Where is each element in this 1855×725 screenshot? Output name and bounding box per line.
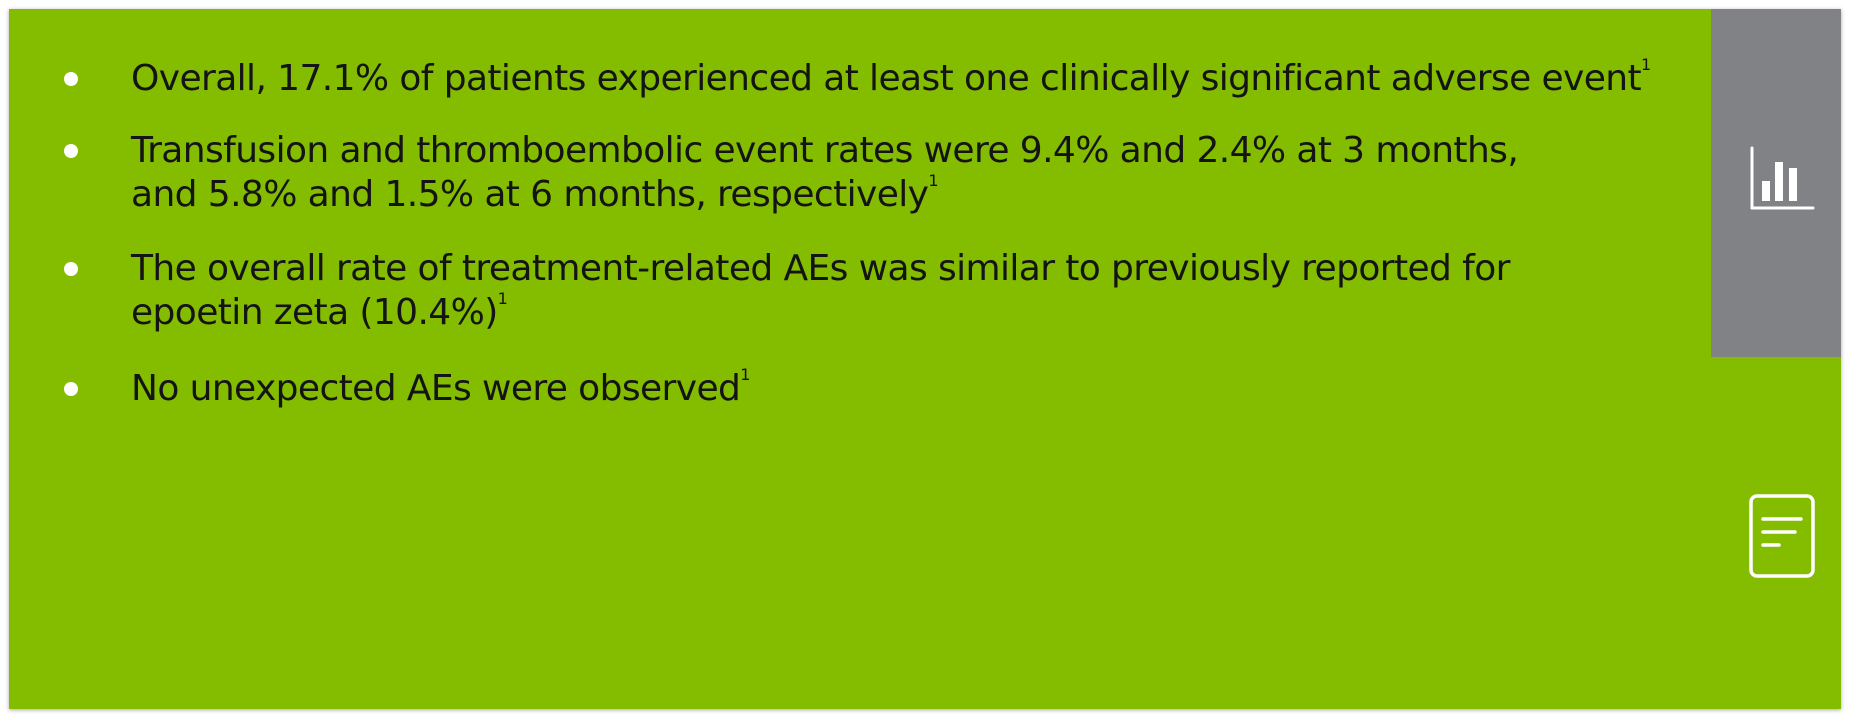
footnote-ref: 1 — [497, 289, 508, 308]
footnote-ref: 1 — [1641, 55, 1651, 74]
footnote-ref: 1 — [928, 171, 938, 190]
bullet-dot — [64, 144, 78, 158]
footnote-ref: 1 — [740, 365, 750, 384]
bullet-dot — [64, 72, 78, 86]
bullet-text: The overall rate of treatment-related AE… — [131, 248, 1510, 333]
bullet-dot — [64, 262, 78, 276]
bullet-text: Transfusion and thromboembolic event rat… — [131, 130, 1519, 215]
bullet-text: Overall, 17.1% of patients experienced a… — [131, 55, 1651, 100]
document-icon[interactable] — [1749, 494, 1815, 578]
bar-chart-icon[interactable] — [1749, 146, 1815, 212]
bullet-dot — [64, 382, 78, 396]
bullet-text: No unexpected AEs were observed1 — [131, 365, 750, 410]
content-panel: Overall, 17.1% of patients experienced a… — [9, 9, 1841, 709]
